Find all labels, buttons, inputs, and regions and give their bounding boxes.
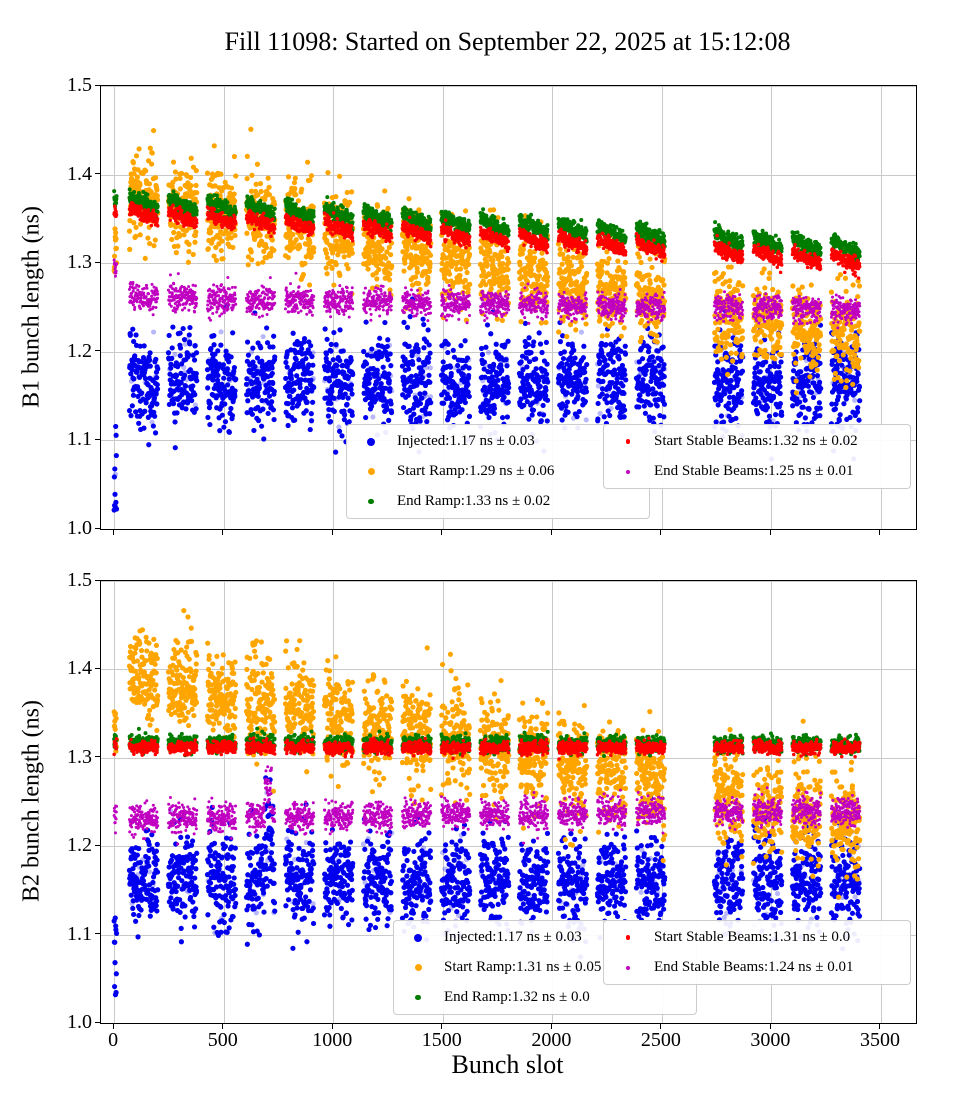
legend-entry-label: Injected:1.17 ns ± 0.03 xyxy=(444,929,582,945)
tick-mark xyxy=(550,530,552,535)
tick-mark xyxy=(95,579,100,581)
legend-marker-icon xyxy=(626,965,630,970)
y-tick-label: 1.2 xyxy=(67,834,92,857)
legend-entry-label: Start Ramp:1.31 ns ± 0.05 xyxy=(444,959,602,975)
legend-marker-cell xyxy=(618,469,638,474)
y-tick-label: 1.0 xyxy=(67,517,92,539)
legend-marker-icon xyxy=(626,469,630,474)
legend-marker-cell xyxy=(618,439,638,444)
legend-marker-cell xyxy=(361,498,381,505)
tick-mark xyxy=(769,530,771,535)
legend-marker-cell xyxy=(408,964,428,971)
legend-entry: End Stable Beams:1.24 ns ± 0.01 xyxy=(618,958,900,977)
y-tick-label: 1.4 xyxy=(67,162,92,185)
legend-entry-label: End Stable Beams:1.25 ns ± 0.01 xyxy=(654,463,854,479)
tick-mark xyxy=(95,844,100,846)
y-tick-label: 1.1 xyxy=(67,428,92,451)
y-tick-label: 1.3 xyxy=(67,251,92,274)
tick-mark xyxy=(222,1024,224,1029)
tick-mark xyxy=(95,1021,100,1023)
legend-marker-cell xyxy=(618,935,638,940)
legend-entry: Start Ramp:1.31 ns ± 0.05 xyxy=(408,958,686,977)
tick-mark xyxy=(331,1024,333,1029)
legend-entry-label: End Ramp:1.33 ns ± 0.02 xyxy=(397,493,551,509)
tick-mark xyxy=(660,530,662,535)
tick-mark xyxy=(95,84,100,86)
legend-entry-label: Start Stable Beams:1.31 ns ± 0.0 xyxy=(654,929,851,945)
legend-entry-label: Injected:1.17 ns ± 0.03 xyxy=(397,433,535,449)
legend-marker-cell xyxy=(618,965,638,970)
legend-entry: Start Stable Beams:1.32 ns ± 0.02 xyxy=(618,432,900,451)
y-tick-label: 1.5 xyxy=(67,569,92,591)
x-tick-label: 2500 xyxy=(640,1029,681,1051)
legend-marker-icon xyxy=(625,439,631,444)
y-tick-label: 1.1 xyxy=(67,922,92,945)
x-tick-label: 500 xyxy=(207,1029,238,1051)
y-tick-label: 1.4 xyxy=(67,657,92,680)
tick-mark xyxy=(879,1024,881,1029)
legend-entry: Injected:1.17 ns ± 0.03 xyxy=(408,928,686,947)
b1-y-axis-label: B1 bunch length (ns) xyxy=(18,206,45,408)
y-tick-label: 1.3 xyxy=(67,745,92,768)
legend-entry-label: End Ramp:1.32 ns ± 0.0 xyxy=(444,989,590,1005)
tick-mark xyxy=(95,173,100,175)
y-tick-label: 1.0 xyxy=(67,1011,92,1033)
legend-entry: End Ramp:1.33 ns ± 0.02 xyxy=(361,492,639,511)
legend-box: Start Stable Beams:1.32 ns ± 0.02 End Sta… xyxy=(603,424,911,489)
tick-mark xyxy=(331,530,333,535)
legend-entry: End Ramp:1.32 ns ± 0.0 xyxy=(408,988,686,1007)
b2-axes: Injected:1.17 ns ± 0.03 Start Ramp:1.31 n… xyxy=(100,580,917,1024)
x-tick-label: 0 xyxy=(108,1029,119,1051)
figure-title: Fill 11098: Started on September 22, 202… xyxy=(224,27,791,56)
x-tick-label: 3500 xyxy=(859,1029,900,1051)
tick-mark xyxy=(112,530,114,535)
tick-mark xyxy=(95,756,100,758)
tick-mark xyxy=(95,261,100,263)
y-tick-label: 1.2 xyxy=(67,339,92,362)
legend-marker-icon xyxy=(367,468,375,475)
legend-marker-cell xyxy=(408,933,428,942)
tick-mark xyxy=(441,530,443,535)
tick-mark xyxy=(95,438,100,440)
legend-marker-cell xyxy=(361,437,381,446)
legend-entry-label: End Stable Beams:1.24 ns ± 0.01 xyxy=(654,959,854,975)
tick-mark xyxy=(769,1024,771,1029)
tick-mark xyxy=(95,933,100,935)
x-tick-label: 1000 xyxy=(312,1029,353,1051)
tick-mark xyxy=(441,1024,443,1029)
legend-marker-icon xyxy=(367,437,375,446)
legend-entry: Start Stable Beams:1.31 ns ± 0.0 xyxy=(618,928,900,947)
tick-mark xyxy=(112,1024,114,1029)
legend-entry: Start Ramp:1.29 ns ± 0.06 xyxy=(361,462,639,481)
tick-mark xyxy=(95,667,100,669)
legend-marker-icon xyxy=(414,964,422,971)
legend-box: Injected:1.17 ns ± 0.03 Start Ramp:1.29 n… xyxy=(346,424,650,519)
tick-mark xyxy=(660,1024,662,1029)
legend-marker-icon xyxy=(414,933,422,942)
legend-marker-icon xyxy=(625,935,631,940)
x-tick-label: 1500 xyxy=(421,1029,462,1051)
x-axis-label: Bunch slot xyxy=(451,1050,564,1079)
legend-entry-label: Start Ramp:1.29 ns ± 0.06 xyxy=(397,463,555,479)
tick-mark xyxy=(95,527,100,529)
tick-mark xyxy=(879,530,881,535)
b1-axes: Injected:1.17 ns ± 0.03 Start Ramp:1.29 n… xyxy=(100,85,917,530)
legend-marker-cell xyxy=(361,468,381,475)
legend-marker-cell xyxy=(408,994,428,1001)
legend-entry: End Stable Beams:1.25 ns ± 0.01 xyxy=(618,462,900,481)
b2-y-axis-label: B2 bunch length (ns) xyxy=(18,700,45,902)
legend-box: Start Stable Beams:1.31 ns ± 0.0 End Stab… xyxy=(603,920,911,985)
tick-mark xyxy=(222,530,224,535)
legend-entry: Injected:1.17 ns ± 0.03 xyxy=(361,432,639,451)
legend-marker-icon xyxy=(415,994,421,1001)
tick-mark xyxy=(550,1024,552,1029)
x-tick-label: 2000 xyxy=(531,1029,572,1051)
legend-marker-icon xyxy=(368,498,374,505)
legend-entry-label: Start Stable Beams:1.32 ns ± 0.02 xyxy=(654,433,858,449)
tick-mark xyxy=(95,350,100,352)
y-tick-label: 1.5 xyxy=(67,74,92,96)
x-tick-label: 3000 xyxy=(750,1029,791,1051)
